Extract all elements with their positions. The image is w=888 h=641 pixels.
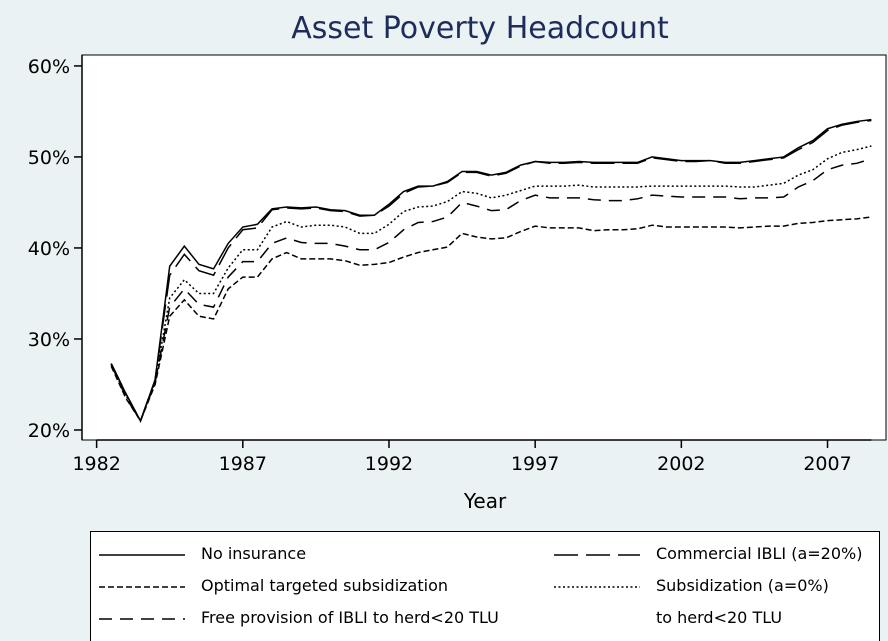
legend-item: Optimal targeted subsidization xyxy=(99,570,554,602)
y-tick-label: 30% xyxy=(28,329,70,351)
legend-swatch xyxy=(554,586,640,588)
y-tick-label: 60% xyxy=(28,56,70,78)
x-tick-label: 2002 xyxy=(657,453,705,475)
x-axis-title: Year xyxy=(463,489,507,513)
legend-label: Free provision of IBLI to herd<20 TLU xyxy=(201,608,499,627)
legend-swatch xyxy=(99,554,185,556)
y-tick-label: 20% xyxy=(28,420,70,442)
x-tick-label: 1997 xyxy=(511,453,559,475)
plot-area xyxy=(81,54,887,441)
series-line xyxy=(110,145,872,423)
legend: No insurance Commercial IBLI (a=20%) Optim… xyxy=(90,531,880,641)
legend-item: Commercial IBLI (a=20%) xyxy=(554,538,884,570)
legend-swatch xyxy=(99,618,185,620)
x-tick-label: 2007 xyxy=(803,453,851,475)
legend-item: Subsidization (a=0%) to herd<20 TLU xyxy=(554,570,884,627)
legend-item: Free provision of IBLI to herd<20 TLU xyxy=(99,602,554,634)
series-line xyxy=(110,118,872,423)
legend-label: No insurance xyxy=(201,544,307,563)
legend-swatch xyxy=(99,586,185,588)
series-line xyxy=(110,119,872,423)
legend-label: Commercial IBLI (a=20%) xyxy=(656,544,863,563)
chart: Asset Poverty Headcount Year 20% 30% 40% 50… xyxy=(27,11,887,513)
legend-item: No insurance xyxy=(99,538,554,570)
series-line xyxy=(110,158,872,423)
legend-label: Optimal targeted subsidization xyxy=(201,576,448,595)
x-tick-label: 1982 xyxy=(72,453,120,475)
y-tick-label: 40% xyxy=(28,238,70,260)
legend-label: Subsidization (a=0%) to herd<20 TLU xyxy=(656,576,829,627)
series-line xyxy=(110,216,872,423)
legend-swatch xyxy=(554,554,640,556)
x-tick-label: 1987 xyxy=(219,453,267,475)
x-tick-label: 1992 xyxy=(365,453,413,475)
y-tick-label: 50% xyxy=(28,147,70,169)
chart-title: Asset Poverty Headcount xyxy=(291,11,669,46)
